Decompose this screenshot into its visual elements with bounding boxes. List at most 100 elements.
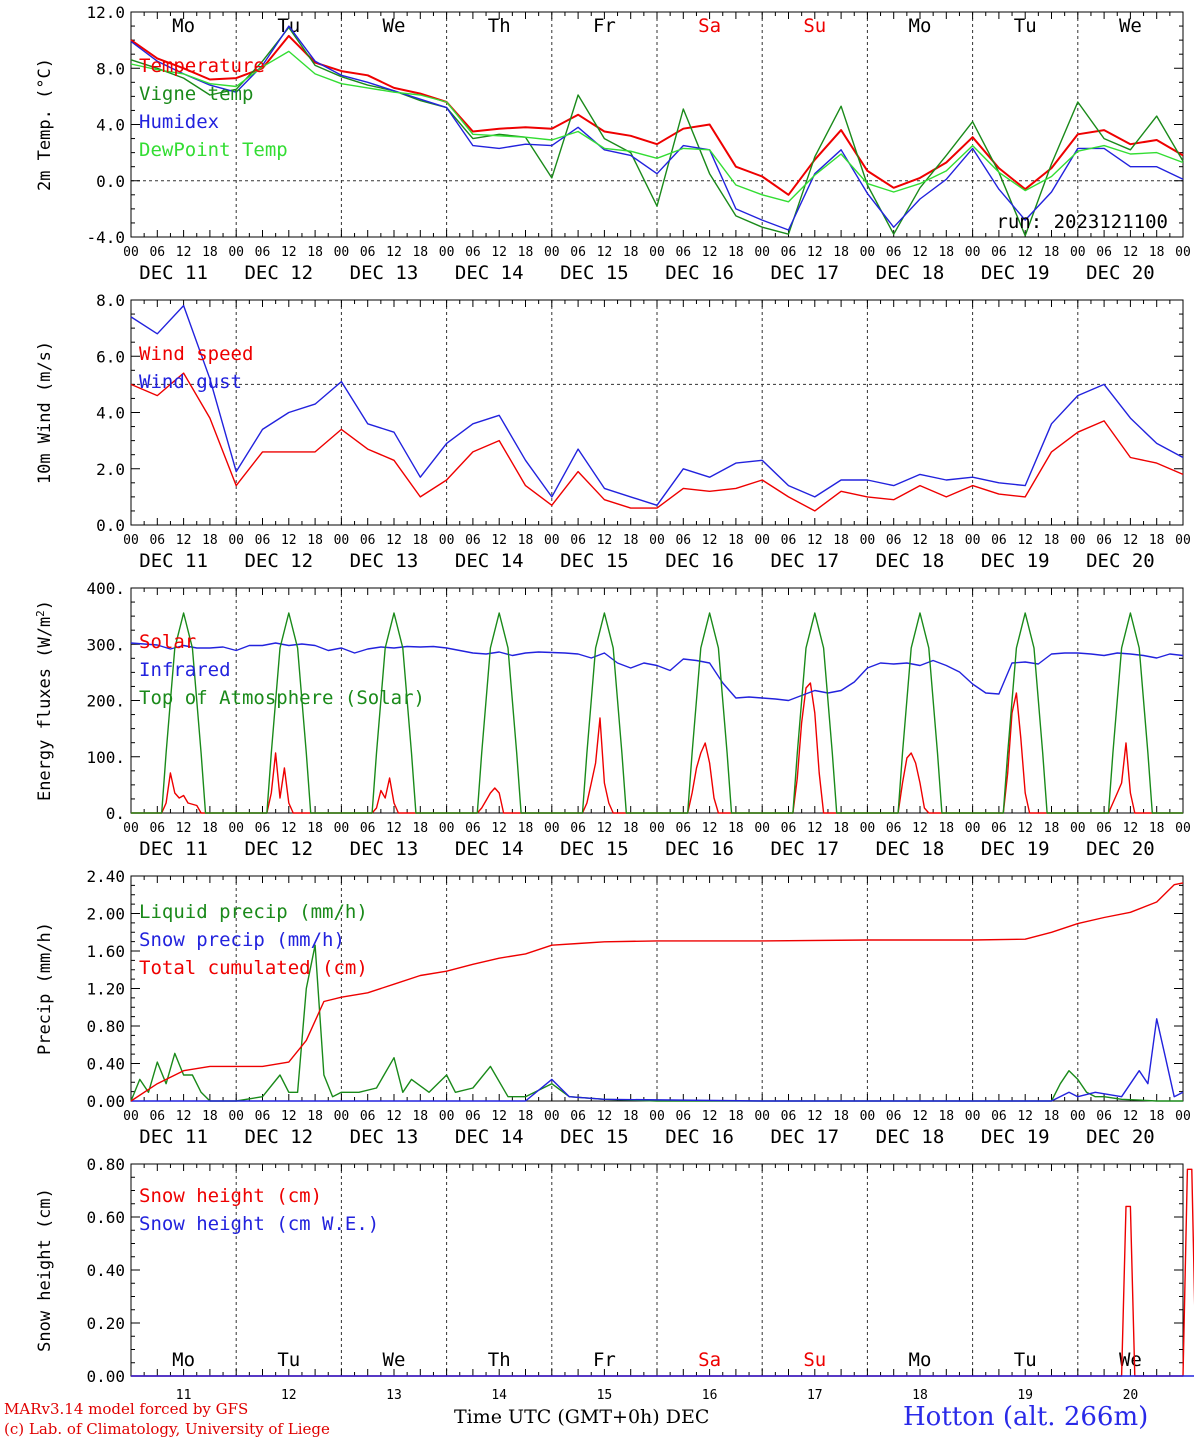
date-label: DEC 16 <box>665 262 734 284</box>
hour-tick-label: 18 <box>412 533 428 548</box>
y-tick-label: 0.0 <box>96 516 125 535</box>
day-number-label: 20 <box>1123 1388 1139 1403</box>
hour-tick-label: 18 <box>1044 1109 1060 1124</box>
hour-tick-label: 00 <box>228 1109 244 1124</box>
y-tick-label: 0.0 <box>96 172 125 191</box>
hour-tick-label: 00 <box>334 533 350 548</box>
hour-tick-label: 12 <box>807 533 823 548</box>
y-tick-label: 0.20 <box>86 1314 125 1333</box>
hour-tick-label: 00 <box>1175 245 1191 260</box>
hour-tick-label: 12 <box>912 821 928 836</box>
hour-tick-label: 00 <box>860 533 876 548</box>
legend-label: Snow precip (mm/h) <box>139 929 345 951</box>
date-label: DEC 13 <box>350 838 419 860</box>
hour-tick-label: 06 <box>465 533 481 548</box>
hour-tick-label: 06 <box>255 533 271 548</box>
y-tick-label: 1.20 <box>86 980 125 999</box>
hour-tick-label: 12 <box>386 533 402 548</box>
hour-tick-label: 18 <box>623 245 639 260</box>
hour-tick-label: 18 <box>833 821 849 836</box>
hour-tick-label: 06 <box>675 533 691 548</box>
day-number-label: 13 <box>386 1388 402 1403</box>
date-label: DEC 18 <box>876 1126 945 1148</box>
hour-tick-label: 12 <box>807 1109 823 1124</box>
date-label: DEC 18 <box>876 838 945 860</box>
series-line-vigne-temp <box>130 26 1184 237</box>
hour-tick-label: 00 <box>334 821 350 836</box>
weekday-label: Mo <box>909 15 932 37</box>
hour-tick-label: 18 <box>307 821 323 836</box>
hour-tick-label: 12 <box>597 245 613 260</box>
legend-label: Liquid precip (mm/h) <box>139 901 368 923</box>
date-label: DEC 20 <box>1086 550 1155 572</box>
date-label: DEC 16 <box>665 1126 734 1148</box>
series-line-wind-speed <box>130 372 1184 512</box>
series-line-snow-precip-mm-h <box>131 1018 1184 1102</box>
hour-tick-label: 06 <box>465 821 481 836</box>
day-number-label: 17 <box>807 1388 823 1403</box>
date-label: DEC 15 <box>560 1126 629 1148</box>
hour-tick-label: 12 <box>702 245 718 260</box>
hour-tick-label: 00 <box>1175 821 1191 836</box>
hour-tick-label: 18 <box>202 533 218 548</box>
hour-tick-label: 00 <box>439 1109 455 1124</box>
series-line-dewpoint-temp <box>130 50 1184 203</box>
hour-tick-label: 00 <box>649 533 665 548</box>
hour-tick-label: 00 <box>754 821 770 836</box>
day-number-label: 15 <box>597 1388 613 1403</box>
hour-tick-label: 12 <box>807 821 823 836</box>
y-tick-label: 1.60 <box>86 942 125 961</box>
hour-tick-label: 18 <box>938 245 954 260</box>
hour-tick-label: 00 <box>1175 1109 1191 1124</box>
hour-tick-label: 18 <box>307 1109 323 1124</box>
day-number-label: 19 <box>1017 1388 1033 1403</box>
y-tick-label: -4.0 <box>86 228 125 247</box>
legend-label: Snow height (cm W.E.) <box>139 1213 379 1235</box>
svg-text:2m Temp. (°C): 2m Temp. (°C) <box>35 58 55 191</box>
legend-label: Top of Atmosphere (Solar) <box>139 687 425 709</box>
weekday-label: Mo <box>909 1349 932 1371</box>
panel-4: 0.00 0.40 0.80 1.20 1.60 2.00 2.40 Precip (mm/h… <box>35 867 1191 1148</box>
legend-label: Total cumulated (cm) <box>139 957 368 979</box>
date-label: DEC 15 <box>560 262 629 284</box>
y-axis-label: 2m Temp. (°C) <box>35 58 55 191</box>
weekday-label: We <box>1119 15 1142 37</box>
hour-tick-label: 18 <box>518 245 534 260</box>
hour-tick-label: 06 <box>781 821 797 836</box>
y-tick-label: 4.0 <box>96 404 125 423</box>
hour-tick-label: 00 <box>334 1109 350 1124</box>
date-label: DEC 19 <box>981 262 1050 284</box>
hour-tick-label: 00 <box>228 533 244 548</box>
svg-text:10m Wind (m/s): 10m Wind (m/s) <box>35 341 55 484</box>
hour-tick-label: 06 <box>570 245 586 260</box>
hour-tick-label: 06 <box>465 245 481 260</box>
y-tick-label: 0.40 <box>86 1055 125 1074</box>
date-label: DEC 19 <box>981 1126 1050 1148</box>
hour-tick-label: 00 <box>228 821 244 836</box>
hour-tick-label: 12 <box>597 533 613 548</box>
hour-tick-label: 00 <box>649 245 665 260</box>
legend-label: Temperature <box>139 55 265 77</box>
date-label: DEC 12 <box>244 1126 313 1148</box>
hour-tick-label: 18 <box>202 245 218 260</box>
hour-tick-label: 06 <box>991 821 1007 836</box>
y-tick-label: 4.0 <box>96 116 125 135</box>
weekday-label: Th <box>488 15 511 37</box>
hour-tick-label: 06 <box>675 821 691 836</box>
hour-tick-label: 12 <box>702 533 718 548</box>
y-tick-label: 12.0 <box>86 3 125 22</box>
hour-tick-label: 18 <box>623 821 639 836</box>
y-tick-label: 2.0 <box>96 460 125 479</box>
hour-tick-label: 18 <box>1149 533 1165 548</box>
legend-label: DewPoint Temp <box>139 139 288 161</box>
hour-tick-label: 06 <box>1096 821 1112 836</box>
y-tick-label: 0.60 <box>86 1208 125 1227</box>
hour-tick-label: 00 <box>123 821 139 836</box>
hour-tick-label: 00 <box>1070 1109 1086 1124</box>
hour-tick-label: 00 <box>754 1109 770 1124</box>
hour-tick-label: 00 <box>649 821 665 836</box>
weekday-label: We <box>1119 1349 1142 1371</box>
date-label: DEC 17 <box>770 262 839 284</box>
hour-tick-label: 06 <box>1096 245 1112 260</box>
hour-tick-label: 18 <box>202 1109 218 1124</box>
